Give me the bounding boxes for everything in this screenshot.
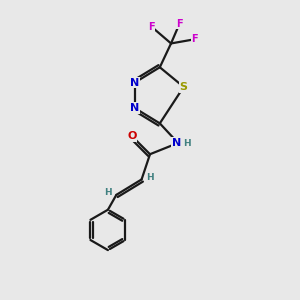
Text: F: F [148,22,155,32]
Text: H: H [184,139,191,148]
Text: H: H [146,173,154,182]
Text: S: S [180,82,188,92]
Text: N: N [172,138,181,148]
Text: N: N [130,78,139,88]
Text: O: O [127,131,136,141]
Text: F: F [176,19,183,29]
Text: N: N [130,103,139,113]
Text: F: F [192,34,198,44]
Text: H: H [104,188,112,197]
